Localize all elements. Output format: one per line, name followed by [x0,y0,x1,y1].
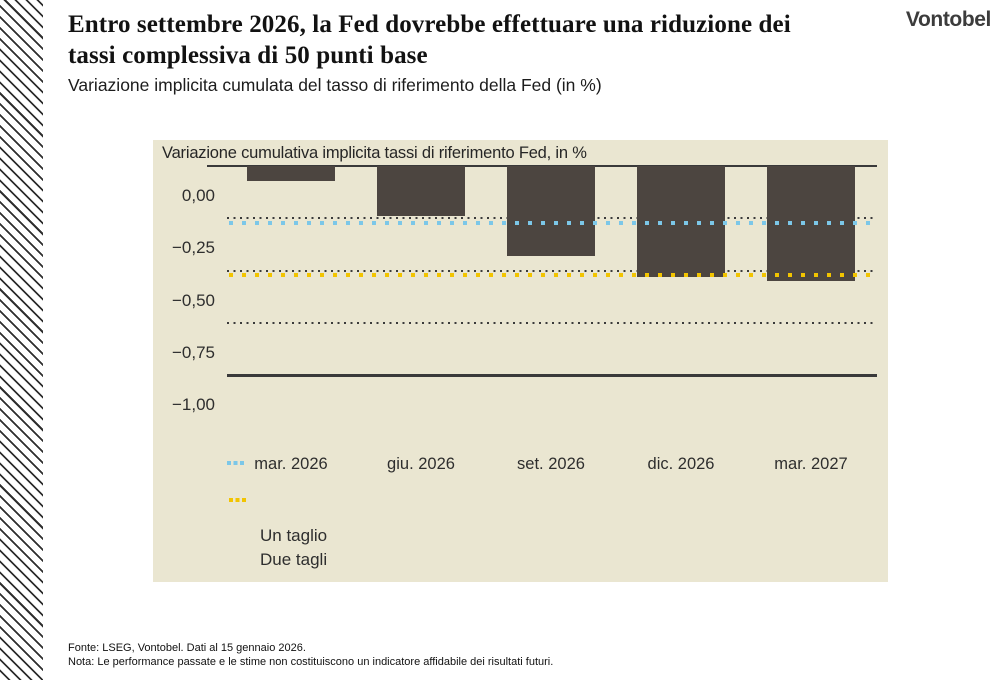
y-axis-label: −0,50 [171,290,215,310]
y-axis-label: −0,25 [171,238,215,258]
legend-label-due-tagli: Due tagli [260,549,328,569]
y-axis-label: −0,75 [171,342,215,362]
chart-panel: Variazione cumulativa implicita tassi di… [153,140,888,582]
bar-mar-2026 [247,166,335,181]
vontobel-logo: Vontobel [905,8,991,31]
x-axis-label: mar. 2026 [254,455,328,473]
bar-set-2026 [507,166,595,256]
disclaimer-note: Nota: Le performance passate e le stime … [68,655,554,668]
x-axis-label: set. 2026 [517,455,585,473]
legend-swatch-due-tagli [229,498,246,502]
page-subtitle: Variazione implicita cumulata del tasso … [68,75,602,95]
gridline [227,269,877,272]
footer: Fonte: LSEG, Vontobel. Dati al 15 gennai… [68,642,553,669]
x-axis-label: giu. 2026 [387,455,455,473]
y-axis-label: 0,00 [181,186,215,205]
page-title-line2: tassi complessiva di 50 punti base [68,41,428,69]
gridline [227,321,877,324]
axis-baseline [227,374,877,377]
legend-swatch-un-taglio [227,461,244,465]
bar-giu-2026 [377,166,465,217]
chart-title: Variazione cumulativa implicita tassi di… [162,144,587,162]
source-note: Fonte: LSEG, Vontobel. Dati al 15 gennai… [68,642,306,654]
y-axis-label: −1,00 [171,395,215,414]
reference-line-due-tagli [229,272,877,277]
header: Entro settembre 2026, la Fed dovrebbe ef… [68,10,898,96]
legend-label-un-taglio: Un taglio [260,526,328,545]
x-axis-label: dic. 2026 [647,455,715,473]
reference-line-un-taglio [229,221,877,226]
page-title: Entro settembre 2026, la Fed dovrebbe ef… [68,10,898,71]
page-title-line1: Entro settembre 2026, la Fed dovrebbe ef… [68,11,791,38]
x-axis-label: mar. 2027 [774,455,848,473]
decorative-stripes-pattern [0,0,43,680]
